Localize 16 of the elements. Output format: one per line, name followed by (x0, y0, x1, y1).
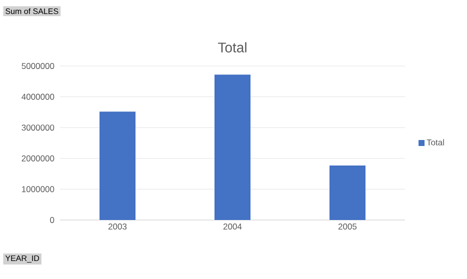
y-tick-label: 4000000 (22, 94, 54, 100)
bar (214, 74, 250, 220)
y-tick-label: 2000000 (22, 155, 54, 162)
x-tick-label: 2005 (338, 224, 357, 230)
bar (329, 165, 366, 220)
y-tick-label: 3000000 (22, 124, 54, 131)
bar (100, 112, 136, 220)
x-tick-label: 2004 (223, 224, 242, 230)
text: Sum of SALES (6, 8, 58, 14)
text: YEAR_ID (5, 255, 40, 263)
y-tick-label: 5000000 (22, 62, 54, 69)
x-tick-label: 2003 (108, 224, 127, 230)
y-tick-label: 0 (50, 216, 54, 223)
chart-title: Total (218, 42, 246, 52)
legend-label: Total (426, 139, 444, 146)
y-tick-label: 1000000 (22, 186, 54, 192)
